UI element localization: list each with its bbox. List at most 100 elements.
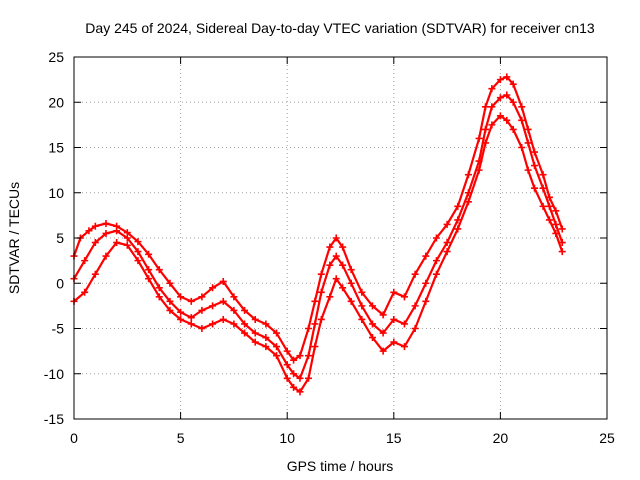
data-point (524, 125, 532, 133)
data-point (177, 308, 185, 316)
data-point (251, 338, 259, 346)
data-point (368, 334, 376, 342)
data-point (347, 279, 355, 287)
data-point (241, 320, 249, 328)
data-point (311, 343, 319, 351)
data-point (219, 297, 227, 305)
data-point (230, 320, 238, 328)
data-point (464, 171, 472, 179)
data-point (262, 343, 270, 351)
data-point (311, 297, 319, 305)
data-point (209, 284, 217, 292)
data-point (347, 266, 355, 274)
data-point (481, 103, 489, 111)
data-point (488, 103, 496, 111)
data-point (230, 293, 238, 301)
y-tick-label: 10 (48, 185, 64, 201)
data-point (102, 252, 110, 260)
data-point (332, 234, 340, 242)
data-point (539, 171, 547, 179)
data-point (347, 297, 355, 305)
data-point (166, 306, 174, 314)
data-point (209, 302, 217, 310)
data-point (443, 220, 451, 228)
data-point (379, 329, 387, 337)
data-point (379, 347, 387, 355)
y-axis-title: SDTVAR / TECUs (6, 182, 22, 294)
data-point (509, 80, 517, 88)
y-tick-label: 25 (48, 49, 64, 65)
data-point (198, 325, 206, 332)
data-point (91, 222, 99, 230)
tick-labels: 0 5 10 15 20 25 -15 -10 -5 0 5 10 15 20 25 (44, 49, 615, 446)
data-point (283, 361, 291, 369)
data-point (454, 202, 462, 210)
data-point (134, 238, 142, 246)
data-point (262, 320, 270, 328)
data-point (332, 275, 340, 283)
series-layer (70, 73, 566, 396)
data-point (290, 383, 298, 391)
data-point (339, 284, 347, 292)
data-point (496, 112, 504, 120)
data-point (443, 239, 451, 247)
data-point (481, 139, 489, 147)
y-tick-label: 5 (56, 230, 64, 246)
data-point (518, 103, 526, 111)
data-point (81, 257, 89, 265)
data-point (503, 116, 511, 124)
data-point (326, 243, 334, 251)
data-point (368, 302, 376, 310)
data-point (198, 293, 206, 301)
data-point (187, 314, 195, 322)
data-point (358, 288, 366, 296)
y-tick-label: 20 (48, 94, 64, 110)
data-point (422, 297, 430, 305)
x-tick-label: 15 (386, 430, 402, 446)
data-point (123, 241, 131, 249)
data-point (273, 329, 281, 337)
data-point (496, 94, 504, 102)
x-axis-title: GPS time / hours (287, 458, 394, 474)
data-point (296, 388, 304, 396)
data-point (552, 229, 560, 237)
data-point (400, 343, 408, 351)
data-point (251, 329, 259, 337)
data-point (311, 320, 319, 328)
x-tick-label: 10 (279, 430, 295, 446)
data-point (432, 234, 440, 242)
y-tick-label: -5 (52, 321, 65, 337)
data-point (283, 347, 291, 355)
data-point (524, 166, 532, 174)
data-point (411, 302, 419, 310)
data-point (558, 225, 566, 233)
data-point (531, 184, 539, 192)
data-point (545, 216, 553, 224)
data-point (187, 320, 195, 328)
data-point (488, 121, 496, 129)
data-point (432, 270, 440, 278)
data-point (134, 248, 142, 256)
data-point (241, 306, 249, 314)
data-point (488, 85, 496, 93)
data-point (123, 234, 131, 242)
data-point (296, 374, 304, 382)
data-point (145, 275, 153, 283)
y-tick-label: 15 (48, 140, 64, 156)
x-tick-label: 20 (493, 430, 509, 446)
data-point (145, 250, 153, 258)
data-point (443, 248, 451, 256)
data-point (379, 311, 387, 319)
data-point (91, 270, 99, 278)
data-point (219, 277, 227, 285)
data-point (155, 284, 163, 292)
data-point (531, 148, 539, 156)
data-point (464, 198, 472, 206)
data-point (326, 293, 334, 301)
data-point (305, 352, 313, 360)
data-point (209, 320, 217, 328)
data-point (503, 91, 511, 99)
data-point (273, 352, 281, 360)
data-point (539, 184, 547, 192)
data-point (155, 293, 163, 301)
